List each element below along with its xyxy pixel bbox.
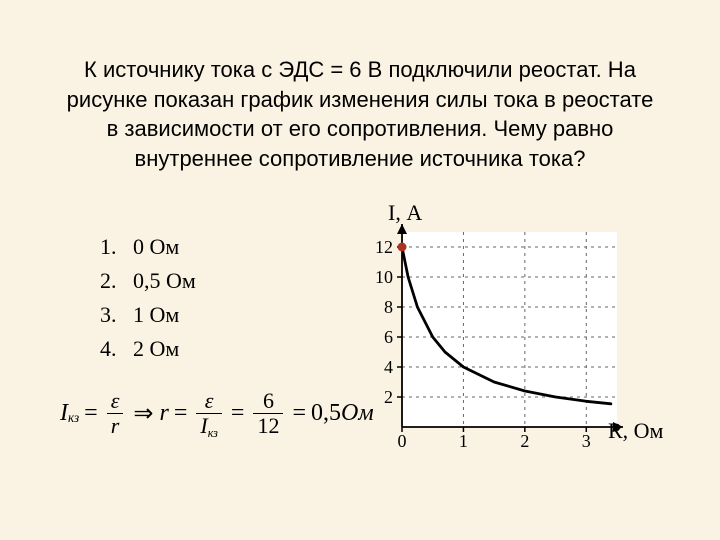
svg-text:2: 2: [520, 431, 529, 451]
svg-text:0: 0: [398, 431, 407, 451]
option-2: 2. 0,5 Ом: [100, 264, 196, 298]
option-3: 3. 1 Ом: [100, 298, 196, 332]
y-axis-label: I, А: [388, 200, 422, 226]
chart-container: I, А R, Ом 012324681012: [350, 200, 670, 460]
answer-options: 1. 0 Ом 2. 0,5 Ом 3. 1 Ом 4. 2 Ом: [100, 230, 196, 366]
option-1: 1. 0 Ом: [100, 230, 196, 264]
svg-text:4: 4: [384, 357, 393, 377]
svg-text:2: 2: [384, 387, 393, 407]
x-axis-label: R, Ом: [608, 418, 663, 444]
svg-text:10: 10: [375, 267, 393, 287]
question-text: К источнику тока с ЭДС = 6 В подключили …: [60, 55, 660, 174]
svg-text:1: 1: [459, 431, 468, 451]
solution-formula: Iкз = εr ⇒ r = εIкз = 612 = 0,5Ом: [60, 390, 374, 437]
svg-text:8: 8: [384, 297, 393, 317]
svg-text:6: 6: [384, 327, 393, 347]
option-4: 4. 2 Ом: [100, 332, 196, 366]
svg-text:12: 12: [375, 237, 393, 257]
svg-text:3: 3: [582, 431, 591, 451]
